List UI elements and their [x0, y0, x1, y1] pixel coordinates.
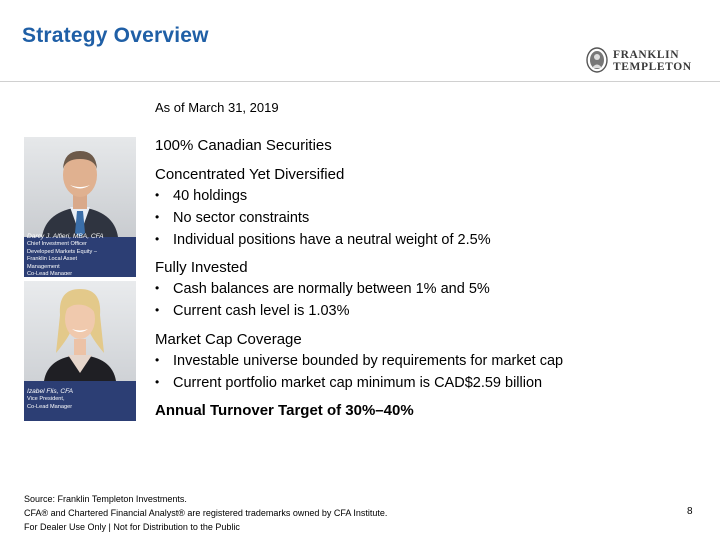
bullet-icon: • — [155, 281, 160, 295]
bullet-icon: • — [155, 188, 160, 202]
page-title: Strategy Overview — [22, 24, 209, 47]
bullet-list: • Cash balances are normally between 1% a… — [155, 278, 490, 322]
bullet-icon: • — [155, 303, 160, 317]
list-item-text: Individual positions have a neutral weig… — [173, 232, 491, 248]
section-heading: Annual Turnover Target of 30%–40% — [155, 402, 414, 419]
portrait-card-2: Izabel Flis, CFA Vice President, Co-Lead… — [24, 281, 136, 421]
footer-disclaimer: For Dealer Use Only | Not for Distributi… — [24, 522, 240, 532]
list-item: • Current cash level is 1.03% — [155, 300, 490, 322]
as-of-date: As of March 31, 2019 — [155, 100, 279, 115]
headline: 100% Canadian Securities — [155, 137, 332, 154]
list-item: • 40 holdings — [155, 185, 491, 207]
portrait-caption-2: Izabel Flis, CFA Vice President, Co-Lead… — [27, 388, 134, 411]
franklin-templeton-emblem-icon — [586, 47, 608, 73]
list-item-text: Current portfolio market cap minimum is … — [173, 375, 543, 391]
bullet-list: • Investable universe bounded by requirem… — [155, 350, 563, 394]
section-market-cap: Market Cap Coverage • Investable universe… — [155, 329, 563, 394]
list-item-text: No sector constraints — [173, 210, 310, 226]
bullet-icon: • — [155, 375, 160, 389]
section-concentrated: Concentrated Yet Diversified • 40 holding… — [155, 164, 491, 251]
bullet-icon: • — [155, 353, 160, 367]
section-heading: Market Cap Coverage — [155, 331, 302, 348]
person-title-line: Co-Lead Manager — [27, 403, 73, 410]
logo-wordmark-line2: TEMPLETON — [613, 61, 692, 73]
footer-trademark: CFA® and Chartered Financial Analyst® ar… — [24, 508, 388, 518]
list-item-text: Investable universe bounded by requireme… — [173, 353, 564, 369]
person-title-line: Management — [27, 263, 60, 270]
list-item: • Investable universe bounded by requirem… — [155, 350, 563, 372]
person-title-line: Franklin Local Asset — [27, 256, 78, 263]
person-name: Izabel Flis, CFA — [27, 387, 74, 395]
section-turnover: Annual Turnover Target of 30%–40% — [155, 400, 414, 421]
list-item-text: 40 holdings — [173, 188, 248, 204]
person-title-line: Developed Markets Equity – — [27, 248, 97, 255]
portrait-caption-1: Darcy J. Alfieri, MBA, CFA Chief Investm… — [27, 233, 134, 275]
section-fully-invested: Fully Invested • Cash balances are normal… — [155, 257, 490, 322]
person-name: Darcy J. Alfieri, MBA, CFA — [27, 232, 104, 240]
list-item-text: Cash balances are normally between 1% an… — [173, 281, 490, 297]
person-title-line: Co-Lead Manager — [27, 271, 73, 275]
list-item: • Current portfolio market cap minimum is… — [155, 372, 563, 394]
portrait-card-1: Darcy J. Alfieri, MBA, CFA Chief Investm… — [24, 137, 136, 277]
person-title-line: Chief Investment Officer — [27, 241, 87, 248]
page-number: 8 — [687, 506, 693, 517]
person-title-line: Vice President, — [27, 396, 65, 403]
portrait-photo-woman — [24, 281, 136, 421]
logo-wordmark-line1: FRANKLIN — [613, 49, 680, 61]
bullet-icon: • — [155, 232, 160, 246]
bullet-list: • 40 holdings • No sector constraints • Ind… — [155, 185, 491, 251]
portrait-photo-man — [24, 137, 136, 277]
title-divider — [0, 81, 720, 82]
list-item: • Individual positions have a neutral wei… — [155, 229, 491, 251]
franklin-templeton-logo: FRANKLIN TEMPLETON — [586, 46, 701, 74]
list-item: • No sector constraints — [155, 207, 491, 229]
list-item: • Cash balances are normally between 1% a… — [155, 278, 490, 300]
bullet-icon: • — [155, 210, 160, 224]
section-heading: Concentrated Yet Diversified — [155, 166, 345, 183]
list-item-text: Current cash level is 1.03% — [173, 303, 350, 319]
footer-notes: Source: Franklin Templeton Investments. … — [24, 492, 387, 534]
section-heading: Fully Invested — [155, 259, 248, 276]
footer-source: Source: Franklin Templeton Investments. — [24, 494, 187, 504]
